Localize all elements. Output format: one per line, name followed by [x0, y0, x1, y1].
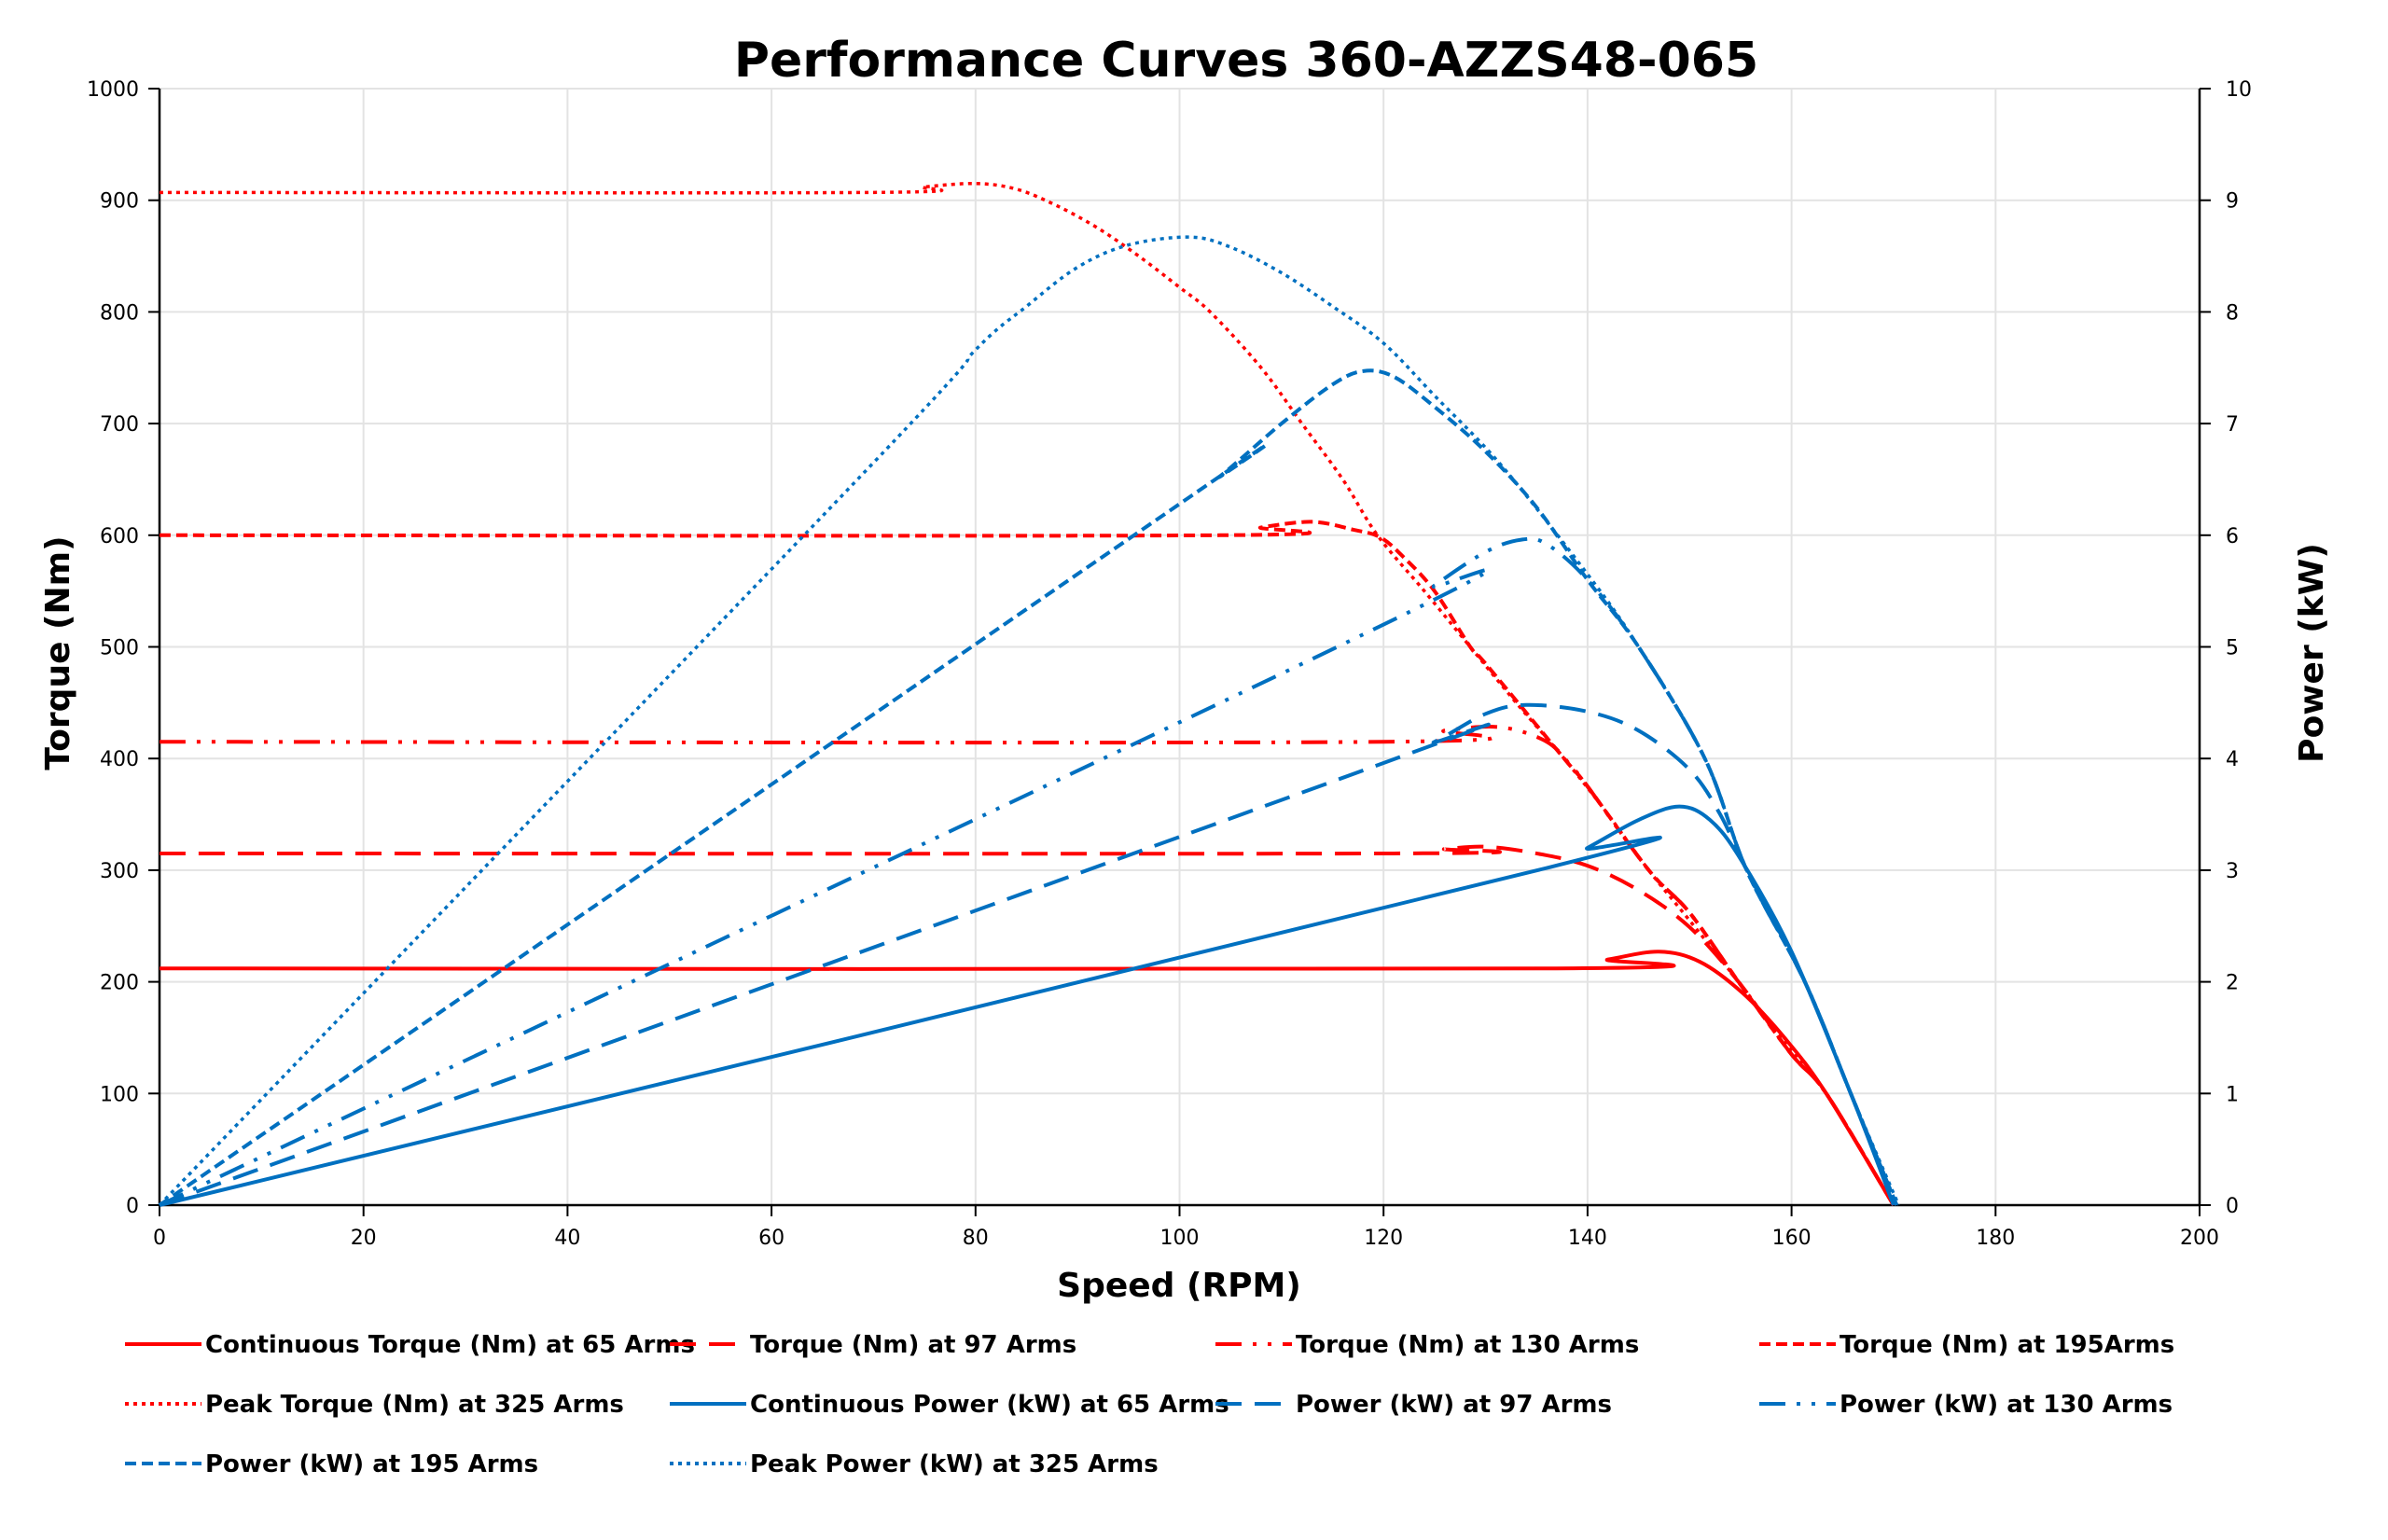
tick-labels: 0 20 40 60 80 100 120 140 160 180 2000100200300400… [87, 78, 2252, 1250]
legend-label-8: Power (kW) at 130 Arms [1840, 1391, 2173, 1419]
legend-label-3: Torque (Nm) at 130 Arms [1296, 1331, 1639, 1359]
x-tick-label: 80 [963, 1227, 989, 1250]
chart-title: Performance Curves 360-AZZS48-065 [734, 33, 1758, 89]
x-tick-label: 120 [1364, 1227, 1403, 1250]
series-line-1 [159, 950, 1895, 1207]
x-tick-label: 0 [153, 1227, 166, 1250]
x-tick-label: 20 [351, 1227, 377, 1250]
legend: Continuous Torque (Nm) at 65 Arms Torque … [125, 1331, 2174, 1478]
legend-label-5: Peak Torque (Nm) at 325 Arms [205, 1391, 624, 1419]
legend-label-9: Power (kW) at 195 Arms [205, 1450, 538, 1478]
legend-label-2: Torque (Nm) at 97 Arms [750, 1331, 1076, 1359]
y2-tick-label: 1 [2226, 1083, 2239, 1106]
legend-label-7: Power (kW) at 97 Arms [1296, 1391, 1612, 1419]
y-tick-label: 200 [100, 972, 139, 995]
series-line-2 [159, 844, 1895, 1207]
y-tick-label: 400 [100, 748, 139, 771]
y-tick-label: 300 [100, 860, 139, 883]
y2-tick-label: 3 [2226, 860, 2239, 883]
series-line-5 [159, 181, 1895, 1206]
legend-label-4: Torque (Nm) at 195Arms [1840, 1331, 2174, 1359]
y2-tick-label: 8 [2226, 301, 2239, 325]
y2-tick-label: 0 [2226, 1195, 2239, 1218]
series-lines [158, 181, 1901, 1207]
x-tick-label: 180 [1976, 1227, 2015, 1250]
y2-tick-label: 7 [2226, 413, 2239, 437]
y-tick-label: 700 [100, 413, 139, 437]
x-tick-label: 140 [1568, 1227, 1607, 1250]
y2-axis-label: Power (kW) [2293, 543, 2331, 763]
x-tick-label: 160 [1772, 1227, 1812, 1250]
x-tick-label: 200 [2180, 1227, 2219, 1250]
y2-tick-label: 5 [2226, 637, 2239, 660]
legend-label-6: Continuous Power (kW) at 65 Arms [750, 1391, 1229, 1419]
y2-tick-label: 2 [2226, 972, 2239, 995]
series-line-4 [159, 520, 1895, 1207]
x-tick-label: 40 [554, 1227, 580, 1250]
y2-tick-label: 10 [2226, 78, 2252, 102]
y2-tick-label: 9 [2226, 190, 2239, 214]
y-tick-label: 1000 [87, 78, 139, 102]
axes [148, 88, 2211, 1216]
y-axis-label: Torque (Nm) [39, 535, 77, 770]
y-tick-label: 800 [100, 301, 139, 325]
y-tick-label: 0 [126, 1195, 139, 1218]
x-axis-label: Speed (RPM) [1057, 1267, 1301, 1305]
y-tick-label: 100 [100, 1083, 139, 1106]
y-tick-label: 900 [100, 190, 139, 214]
x-tick-label: 100 [1160, 1227, 1200, 1250]
y-tick-label: 500 [100, 637, 139, 660]
x-tick-label: 60 [758, 1227, 784, 1250]
y2-tick-label: 4 [2226, 748, 2239, 771]
series-line-10 [158, 235, 1901, 1207]
series-line-8 [159, 536, 1899, 1207]
grid [160, 88, 2201, 1205]
y2-tick-label: 6 [2226, 525, 2239, 548]
legend-label-10: Peak Power (kW) at 325 Arms [750, 1450, 1159, 1478]
y-tick-label: 600 [100, 525, 139, 548]
series-line-6 [159, 804, 1895, 1207]
legend-label-1: Continuous Torque (Nm) at 65 Arms [205, 1331, 695, 1359]
